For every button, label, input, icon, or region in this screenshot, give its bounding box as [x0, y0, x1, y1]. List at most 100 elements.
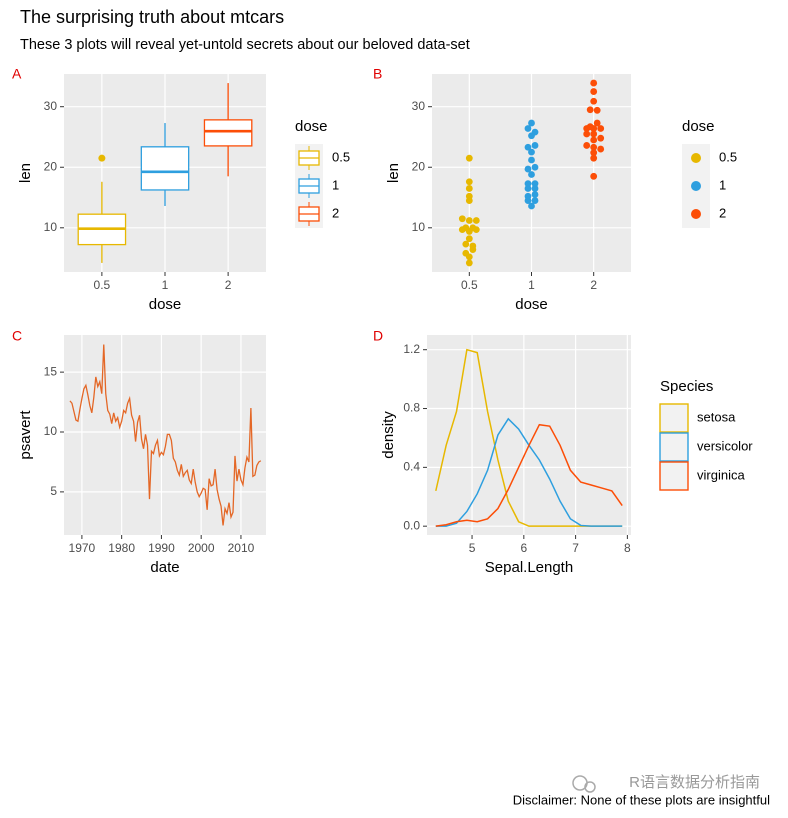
x-tick-label: 2010 [228, 541, 255, 555]
dot [590, 136, 598, 144]
dot [465, 192, 473, 200]
dot [583, 142, 591, 149]
legend-title: Species [660, 378, 713, 395]
dot [465, 154, 473, 162]
legend-key [659, 403, 689, 433]
x-tick-label: 0.5 [94, 278, 111, 292]
legend-label: 1 [719, 177, 726, 192]
y-axis-title: psavert [17, 410, 34, 460]
x-axis-title: date [150, 559, 179, 576]
y-tick-label: 15 [44, 364, 58, 378]
dot [590, 149, 598, 157]
watermark: R语言数据分析指南 [629, 774, 760, 791]
panel-tag: D [373, 328, 383, 344]
dot [597, 125, 605, 132]
legend-key [659, 461, 689, 491]
dot [528, 148, 535, 156]
dot [524, 165, 532, 173]
dot [590, 172, 598, 180]
dot [462, 249, 470, 257]
watermark-icon [572, 775, 596, 793]
legend-label: 0.5 [719, 149, 737, 164]
y-tick-label: 5 [50, 484, 57, 498]
dot [593, 106, 601, 114]
y-tick-label: 1.2 [403, 342, 420, 356]
dot [586, 123, 594, 131]
dot [590, 143, 598, 151]
dot [524, 125, 532, 132]
panel-tag: C [12, 328, 22, 344]
y-tick-label: 10 [412, 220, 426, 234]
y-axis-title: len [17, 163, 34, 183]
dot [465, 235, 473, 243]
dot [524, 192, 532, 200]
dot [528, 202, 535, 210]
dot [590, 88, 598, 95]
dot [597, 134, 605, 142]
legend-title: dose [682, 118, 715, 135]
x-tick-label: 1 [528, 278, 535, 292]
legend-label: 2 [332, 205, 339, 220]
x-tick-label: 0.5 [461, 278, 478, 292]
y-tick-label: 10 [44, 424, 58, 438]
x-axis-title: dose [515, 296, 548, 313]
dot [469, 224, 477, 232]
dot [590, 79, 598, 87]
dot [590, 97, 598, 105]
legend-label: virginica [697, 467, 745, 482]
x-tick-label: 1 [162, 278, 169, 292]
legend-label: versicolor [697, 438, 753, 453]
box [203, 119, 253, 147]
x-tick-label: 2 [590, 278, 597, 292]
y-axis-title: len [385, 163, 402, 183]
legend-label: 1 [332, 177, 339, 192]
panel-background [64, 335, 266, 535]
dot [465, 217, 473, 224]
x-tick-label: 8 [624, 541, 631, 555]
dot [531, 163, 539, 171]
x-tick-label: 2000 [188, 541, 215, 555]
dot [524, 180, 532, 187]
title: The surprising truth about mtcars [20, 7, 284, 27]
caption: Disclaimer: None of these plots are insi… [513, 792, 770, 807]
x-tick-label: 1970 [69, 541, 96, 555]
dot [465, 178, 473, 186]
panel-tag: A [12, 66, 22, 82]
legend-label: 0.5 [332, 149, 350, 164]
y-tick-label: 10 [44, 220, 58, 234]
dot [524, 185, 532, 192]
x-axis-title: dose [149, 296, 182, 313]
y-axis-title: density [380, 411, 397, 459]
density-line [435, 423, 623, 527]
subtitle: These 3 plots will reveal yet-untold sec… [20, 37, 470, 53]
x-tick-label: 5 [469, 541, 476, 555]
dot [583, 130, 591, 138]
dot [524, 143, 532, 151]
dot [469, 242, 477, 250]
dot [528, 156, 535, 164]
y-tick-label: 0.4 [403, 460, 420, 474]
x-tick-label: 1990 [148, 541, 175, 555]
dot [531, 142, 539, 149]
box [140, 146, 190, 191]
panel-tag: B [373, 66, 382, 82]
dot [528, 171, 535, 178]
dot [597, 145, 605, 153]
legend-key [659, 432, 689, 462]
x-tick-label: 7 [572, 541, 579, 555]
dot [531, 185, 539, 192]
x-tick-label: 1980 [108, 541, 135, 555]
dot [462, 240, 470, 248]
line [69, 344, 262, 526]
dot [531, 128, 539, 136]
dot [531, 180, 539, 187]
y-tick-label: 30 [44, 99, 58, 113]
dot [472, 217, 480, 224]
legend-label: setosa [697, 409, 736, 424]
x-tick-label: 6 [520, 541, 527, 555]
dot [458, 215, 466, 223]
y-tick-label: 0.8 [403, 401, 420, 415]
dot [590, 154, 598, 162]
panel-background [427, 335, 631, 535]
